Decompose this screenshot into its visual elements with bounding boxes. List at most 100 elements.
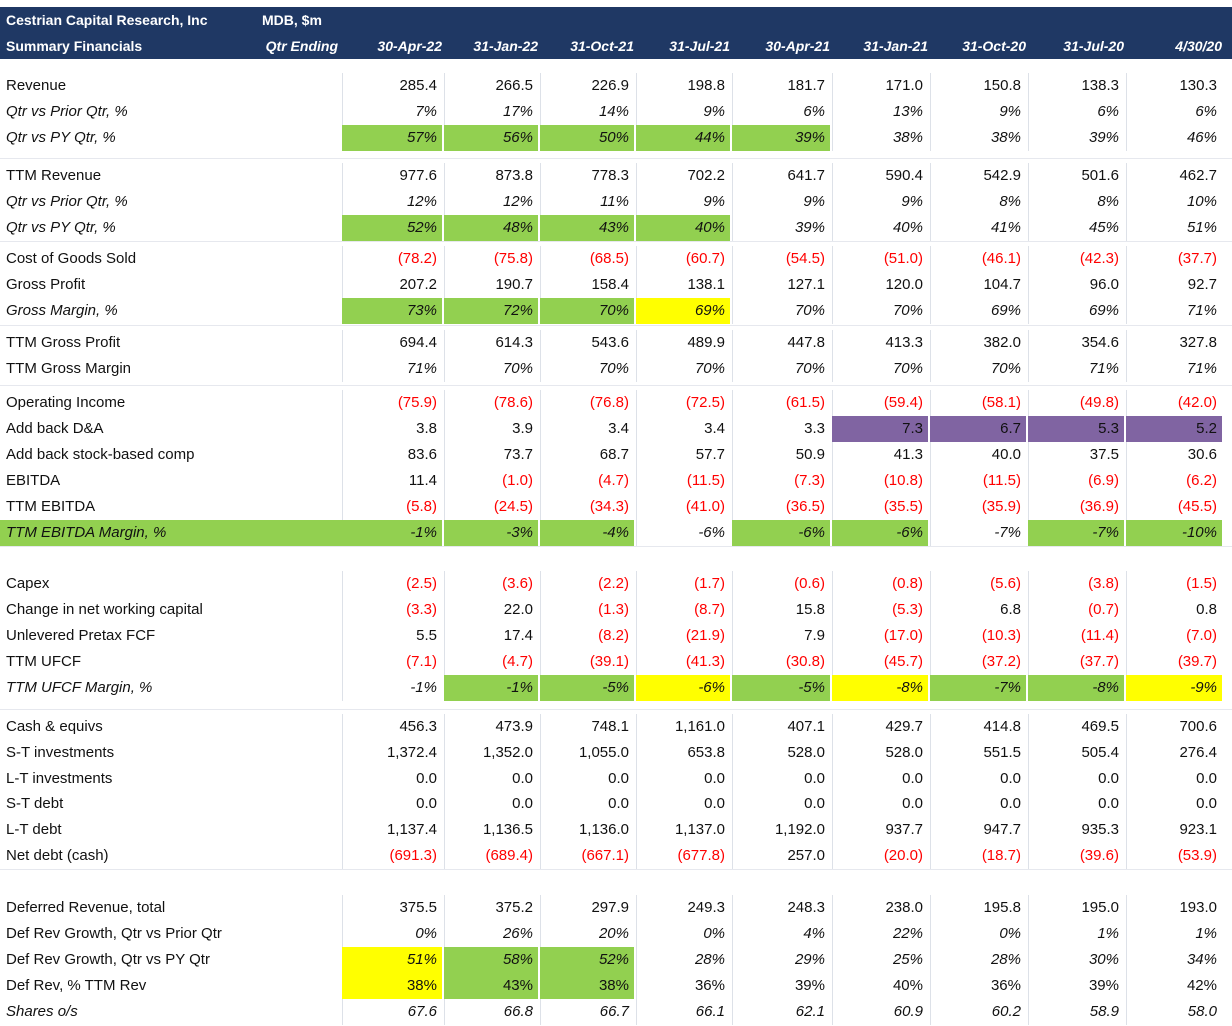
value-cell: 249.3 — [636, 895, 730, 921]
value-cell: 414.8 — [930, 714, 1026, 740]
value-cell: 58% — [444, 947, 538, 973]
table-row: TTM UFCF (7.1) (4.7) (39.1) (41.3) (30.8) (45.… — [0, 649, 1232, 675]
table-row: EBITDA 11.4 (1.0) (4.7) (11.5) (7.3) (10.8) (11… — [0, 468, 1232, 494]
value-cell: 0.0 — [342, 766, 442, 792]
value-cell: 71% — [1126, 298, 1222, 324]
section-divider — [0, 241, 1232, 242]
value-cell: (30.8) — [732, 649, 830, 675]
table-row: Add back D&A 3.8 3.9 3.4 3.4 3.3 7.3 6.7 5.3 5.2 — [0, 416, 1232, 442]
value-cell: 327.8 — [1126, 330, 1222, 356]
value-cell: 413.3 — [832, 330, 928, 356]
table-row: TTM EBITDA Margin, % -1% -3% -4% -6% -6% -6% -7… — [0, 520, 1232, 546]
value-cell: 40% — [832, 973, 928, 999]
value-cell: 0.0 — [444, 791, 538, 817]
table-row: Cash & equivs 456.3 473.9 748.1 1,161.0 407.1… — [0, 714, 1232, 740]
value-cell: (41.3) — [636, 649, 730, 675]
row-label: Unlevered Pretax FCF — [6, 627, 156, 644]
value-cell: (20.0) — [832, 843, 928, 869]
value-cell: (689.4) — [444, 843, 538, 869]
value-cell: 69% — [1028, 298, 1124, 324]
value-cell: (36.9) — [1028, 494, 1124, 520]
value-cell: 7% — [342, 99, 442, 125]
value-cell: 1% — [1028, 921, 1124, 947]
value-cell: 1,352.0 — [444, 740, 538, 766]
value-cell: 0.8 — [1126, 597, 1222, 623]
value-cell: 382.0 — [930, 330, 1026, 356]
value-cell: 39% — [1028, 125, 1124, 151]
row-label: EBITDA — [6, 472, 61, 489]
value-cell: 0.0 — [732, 791, 830, 817]
value-cell: 407.1 — [732, 714, 830, 740]
value-cell: 120.0 — [832, 272, 928, 298]
value-cell: 181.7 — [732, 73, 830, 99]
value-cell: 501.6 — [1028, 163, 1124, 189]
value-cell: 34% — [1126, 947, 1222, 973]
value-cell: 1,137.4 — [342, 817, 442, 843]
value-cell: 543.6 — [540, 330, 634, 356]
value-cell: 5.2 — [1126, 416, 1222, 442]
value-cell: 69% — [930, 298, 1026, 324]
value-cell: (5.6) — [930, 571, 1026, 597]
company-name: Cestrian Capital Research, Inc — [6, 12, 208, 28]
value-cell: 198.8 — [636, 73, 730, 99]
table-row: Def Rev Growth, Qtr vs PY Qtr 51% 58% 52% 28… — [0, 947, 1232, 973]
period-header: 4/30/20 — [1175, 38, 1222, 54]
value-cell: 50% — [540, 125, 634, 151]
value-cell: 30.6 — [1126, 442, 1222, 468]
value-cell: 9% — [732, 189, 830, 215]
value-cell: 1,372.4 — [342, 740, 442, 766]
value-cell: 58.9 — [1028, 999, 1124, 1025]
value-cell: 1,136.0 — [540, 817, 634, 843]
value-cell: (0.8) — [832, 571, 928, 597]
value-cell: (49.8) — [1028, 390, 1124, 416]
value-cell: 375.2 — [444, 895, 538, 921]
period-header: 30-Apr-21 — [765, 38, 830, 54]
value-cell: 694.4 — [342, 330, 442, 356]
value-cell: -6% — [636, 675, 730, 701]
value-cell: -7% — [930, 520, 1026, 546]
value-cell: (51.0) — [832, 246, 928, 272]
value-cell: 8% — [930, 189, 1026, 215]
row-label: Operating Income — [6, 394, 126, 411]
value-cell: 653.8 — [636, 740, 730, 766]
table-row: Change in net working capital (3.3) 22.0 (1… — [0, 597, 1232, 623]
value-cell: 22% — [832, 921, 928, 947]
value-cell: 70% — [636, 356, 730, 382]
value-cell: 207.2 — [342, 272, 442, 298]
value-cell: (35.5) — [832, 494, 928, 520]
value-cell: (667.1) — [540, 843, 634, 869]
table-row: TTM Revenue 977.6 873.8 778.3 702.2 641.7 590.… — [0, 163, 1232, 189]
section-divider — [0, 709, 1232, 710]
sheet-subtitle: Summary Financials — [6, 38, 143, 54]
value-cell: 257.0 — [732, 843, 830, 869]
value-cell: 195.0 — [1028, 895, 1124, 921]
value-cell: 935.3 — [1028, 817, 1124, 843]
value-cell: 3.8 — [342, 416, 442, 442]
value-cell: 0.0 — [832, 791, 928, 817]
value-cell: 6.7 — [930, 416, 1026, 442]
value-cell: 70% — [444, 356, 538, 382]
value-cell: (45.5) — [1126, 494, 1222, 520]
value-cell: (3.3) — [342, 597, 442, 623]
value-cell: (0.7) — [1028, 597, 1124, 623]
value-cell: 489.9 — [636, 330, 730, 356]
value-cell: 977.6 — [342, 163, 442, 189]
value-cell: 96.0 — [1028, 272, 1124, 298]
value-cell: 6% — [1028, 99, 1124, 125]
value-cell: 60.2 — [930, 999, 1026, 1025]
table-row: Def Rev Growth, Qtr vs Prior Qtr 0% 26% 20%… — [0, 921, 1232, 947]
table-row: Net debt (cash) (691.3) (689.4) (667.1) (677… — [0, 843, 1232, 869]
value-cell: 41% — [930, 215, 1026, 241]
period-header: 31-Oct-20 — [962, 38, 1026, 54]
value-cell: 71% — [1028, 356, 1124, 382]
value-cell: 71% — [1126, 356, 1222, 382]
value-cell: 0.0 — [636, 791, 730, 817]
value-cell: (11.5) — [636, 468, 730, 494]
value-cell: 0% — [342, 921, 442, 947]
value-cell: 700.6 — [1126, 714, 1222, 740]
value-cell: 73.7 — [444, 442, 538, 468]
row-label: Add back stock-based comp — [6, 446, 195, 463]
value-cell: 266.5 — [444, 73, 538, 99]
value-cell: 28% — [636, 947, 730, 973]
value-cell: 8% — [1028, 189, 1124, 215]
